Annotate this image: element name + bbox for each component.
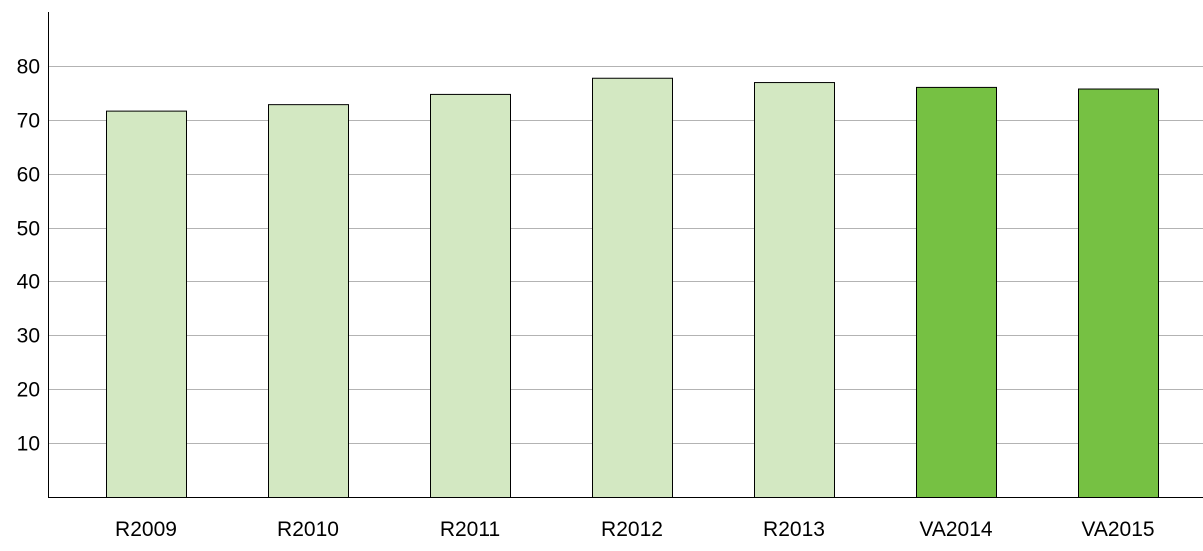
x-tick-label: R2013 — [763, 518, 825, 541]
axes — [48, 12, 1203, 498]
bar-va2015 — [1078, 88, 1159, 499]
y-tick-label: 80 — [17, 56, 40, 79]
bar-r2013 — [754, 82, 835, 499]
x-tick-label: VA2015 — [1081, 518, 1154, 541]
x-tick-label: VA2014 — [919, 518, 992, 541]
bar-r2010 — [268, 104, 349, 499]
y-tick-label: 60 — [17, 164, 40, 187]
x-tick-label: R2011 — [440, 518, 500, 541]
x-tick-labels: R2009 R2010 R2011 R2012 R2013 VA2014 VA2015 — [115, 518, 1155, 541]
y-tick-label: 50 — [17, 218, 40, 241]
y-tick-labels: 10 20 30 40 50 60 70 80 — [17, 56, 40, 456]
bar-va2014 — [916, 86, 997, 499]
x-tick-label: R2010 — [277, 518, 339, 541]
x-tick-label: R2012 — [601, 518, 663, 541]
bar-r2009 — [106, 110, 187, 498]
y-tick-label: 10 — [17, 433, 40, 456]
bar-r2011 — [430, 93, 511, 499]
bars — [106, 77, 1159, 499]
bar-r2012 — [592, 77, 673, 498]
y-tick-label: 40 — [17, 271, 40, 294]
y-tick-label: 30 — [17, 325, 40, 348]
y-tick-label: 20 — [17, 379, 40, 402]
y-tick-label: 70 — [17, 110, 40, 133]
x-tick-label: R2009 — [115, 518, 177, 541]
